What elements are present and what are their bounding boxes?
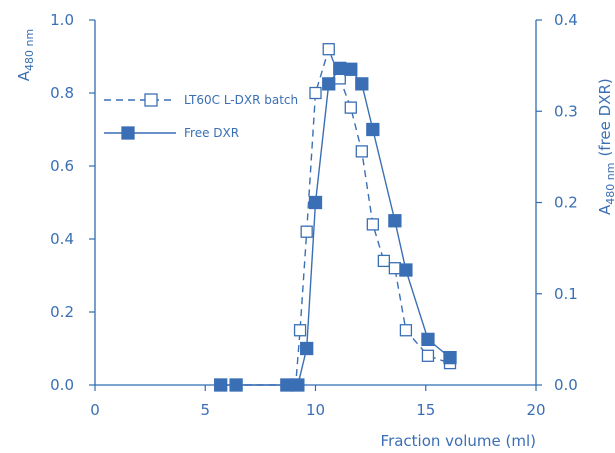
y-axis-left: 0.0 0.2 0.4 0.6 0.8 1.0 [50, 11, 95, 394]
legend-label-2: Free DXR [184, 126, 239, 140]
series-1-point [344, 101, 357, 114]
y-left-axis-title: A480 nm [15, 29, 36, 81]
x-tick-label: 20 [526, 401, 545, 419]
x-axis: 0 5 10 15 20 [90, 385, 546, 419]
series-1-point [300, 225, 313, 238]
series-layer [214, 43, 457, 392]
x-tick-label: 10 [306, 401, 325, 419]
series-2-point [421, 332, 435, 347]
series-line-2 [220, 67, 451, 386]
y-right-tick-label: 0.1 [554, 285, 578, 303]
series-2-point [388, 214, 402, 228]
x-axis-title: Fraction volume (ml) [381, 432, 536, 450]
series-2-point [333, 61, 347, 76]
series-2-point [291, 378, 305, 392]
svg-text:A480 nm(free DXR): A480 nm (free DXR) [596, 78, 615, 215]
y-right-tick-label: 0.0 [554, 376, 578, 394]
y-left-tick-label: 0.8 [50, 84, 74, 102]
y-right-axis-title: A480 nm (free DXR) [596, 78, 615, 215]
series-2-point [443, 350, 457, 365]
y-left-tick-label: 0.6 [50, 157, 74, 175]
y-left-axis-title-main: A [15, 70, 33, 81]
series-1-point [355, 145, 368, 158]
y-axis-right: 0.0 0.1 0.2 0.3 0.4 [536, 11, 578, 394]
series-1-point [377, 254, 391, 268]
series-1-point [293, 324, 307, 337]
series-1-point [322, 43, 335, 56]
series-1-point [388, 262, 402, 275]
series-2-point [399, 263, 413, 277]
x-tick-label: 0 [90, 401, 100, 419]
x-tick-label: 5 [200, 401, 210, 419]
y-left-tick-label: 0.2 [50, 303, 74, 321]
series-2-point [229, 378, 243, 392]
legend-marker-1 [144, 93, 158, 107]
y-left-axis-title-sub: 480 nm [23, 29, 36, 71]
series-2-point [308, 195, 323, 210]
series-1-point [421, 349, 435, 362]
svg-text:A480 nm: A480 nm [15, 29, 36, 81]
series-2-point [366, 122, 380, 137]
series-2-point [344, 62, 358, 76]
series-2-point [214, 378, 228, 392]
y-right-axis-title-main: A [596, 204, 614, 215]
series-2-point [355, 77, 369, 91]
series-2-point [300, 341, 314, 356]
series-1-point [309, 86, 322, 100]
series-1-point [366, 218, 379, 231]
legend-marker-2 [121, 126, 135, 140]
y-right-tick-label: 0.3 [554, 102, 578, 120]
legend: LT60C L-DXR batch Free DXR [104, 93, 298, 140]
y-left-tick-label: 0.0 [50, 376, 74, 394]
legend-label-1: LT60C L-DXR batch [184, 93, 298, 107]
series-2-point [322, 77, 336, 91]
y-right-tick-label: 0.4 [554, 11, 578, 29]
y-right-axis-title-suffix: (free DXR) [596, 78, 614, 156]
x-tick-label: 15 [416, 401, 435, 419]
y-right-tick-label: 0.2 [554, 194, 578, 212]
series-2-point [280, 378, 294, 392]
y-left-tick-label: 1.0 [50, 11, 74, 29]
y-right-axis-title-sub: 480 nm [604, 163, 615, 205]
y-left-tick-label: 0.4 [50, 230, 74, 248]
series-1-point [399, 324, 413, 337]
